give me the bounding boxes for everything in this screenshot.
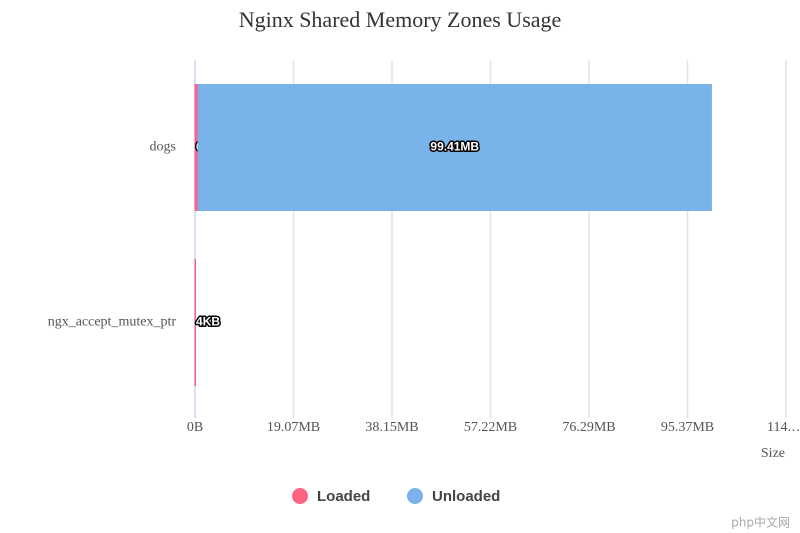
x-axis-title: Size (761, 446, 785, 461)
x-tick-label: 57.22MB (464, 420, 517, 435)
x-tick-label: 38.15MB (365, 420, 418, 435)
x-tick-label: 19.07MB (267, 420, 320, 435)
bar-segment (194, 259, 196, 386)
watermark: php中文网 (731, 515, 790, 530)
x-tick-label: 0B (187, 420, 203, 435)
y-tick-label: dogs (150, 140, 176, 155)
chart-title: Nginx Shared Memory Zones Usage (239, 7, 562, 32)
x-tick-label: 114.… (767, 420, 800, 435)
y-tick-label: ngx_accept_mutex_ptr (48, 315, 177, 330)
legend-marker (292, 488, 308, 504)
bar-segment (197, 84, 712, 211)
data-label: 99.41MB (430, 140, 479, 154)
x-tick-label: 76.29MB (562, 420, 615, 435)
legend-label: Loaded (317, 488, 370, 505)
data-label: 4KB (196, 315, 220, 329)
legend-marker (407, 488, 423, 504)
x-tick-label: 95.37MB (661, 420, 714, 435)
legend-label: Unloaded (432, 488, 500, 505)
